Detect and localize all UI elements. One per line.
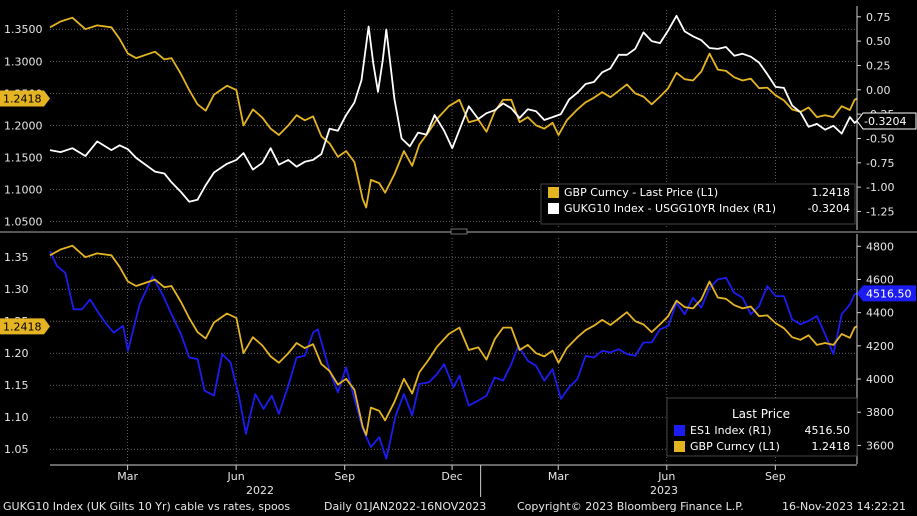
- series-line-right: [49, 14, 858, 203]
- series-line-right: [49, 250, 858, 460]
- last-value-badge-left: [0, 318, 50, 335]
- y-right-tick-label: 4600: [866, 273, 894, 286]
- legend-value: 4516.50: [805, 424, 851, 437]
- legend-swatch: [674, 441, 685, 452]
- y-right-tick-label: 4400: [866, 307, 894, 320]
- x-tick-label: Mar: [117, 470, 138, 483]
- legend-box: [540, 183, 856, 225]
- footer-date-range: Daily 01JAN2022-16NOV2023: [324, 500, 487, 513]
- legend-swatch: [548, 203, 559, 214]
- y-right-tick-label: 0.50: [866, 35, 891, 48]
- series-line-left: [49, 244, 858, 436]
- footer-timestamp: 16-Nov-2023 14:22:21: [782, 500, 907, 513]
- x-tick-label: Jun: [227, 470, 245, 483]
- x-tick-label: Mar: [548, 470, 569, 483]
- y-left-tick-label: 1.30: [4, 283, 29, 296]
- y-left-tick-label: 1.1500: [4, 151, 43, 164]
- x-year-label: 2022: [246, 484, 274, 497]
- y-right-tick-label: 4000: [866, 373, 894, 386]
- y-left-tick-label: 1.2000: [4, 119, 43, 132]
- legend-value: 1.2418: [812, 186, 851, 199]
- y-left-tick-label: 1.05: [4, 443, 29, 456]
- x-year-label: 2023: [650, 484, 678, 497]
- last-value-left: 1.2418: [3, 320, 42, 333]
- y-right-tick-label: 4200: [866, 340, 894, 353]
- legend-box: [666, 397, 858, 457]
- y-right-tick-label: 0.25: [866, 59, 891, 72]
- y-right-tick-label: -0.50: [866, 132, 894, 145]
- y-left-tick-label: 1.15: [4, 379, 29, 392]
- y-right-tick-label: 0.00: [866, 84, 891, 97]
- y-left-tick-label: 1.3500: [4, 23, 43, 36]
- series-layer: [49, 14, 858, 460]
- legend-layer: GBP Curncy - Last Price (L1) 1.2418 GUKG10…: [540, 183, 858, 457]
- y-right-tick-label: -1.25: [866, 205, 894, 218]
- legend-swatch: [674, 425, 685, 436]
- footer-description: GUKG10 Index (UK Gilts 10 Yr) cable vs r…: [3, 500, 291, 513]
- x-tick-label: Jun: [657, 470, 675, 483]
- y-left-tick-label: 1.35: [4, 251, 29, 264]
- y-left-tick-label: 1.10: [4, 411, 29, 424]
- y-right-tick-label: -0.75: [866, 157, 894, 170]
- y-right-tick-label: 0.75: [866, 11, 891, 24]
- legend-label: GUKG10 Index - USGG10YR Index (R1): [564, 202, 776, 215]
- legend-swatch: [548, 187, 559, 198]
- y-right-tick-label: 3600: [866, 439, 894, 452]
- legend-value: 1.2418: [812, 440, 851, 453]
- y-left-tick-label: 1.20: [4, 347, 29, 360]
- y-right-tick-label: 3800: [866, 406, 894, 419]
- last-value-badge-right: [857, 285, 916, 302]
- x-tick-label: Sep: [765, 470, 786, 483]
- legend-label: GBP Curncy - Last Price (L1): [564, 186, 718, 199]
- last-value-right: 4516.50: [866, 287, 912, 300]
- legend-label: GBP Curncy (L1): [690, 440, 780, 453]
- y-left-tick-label: 1.3000: [4, 55, 43, 68]
- footer-copyright: Copyright© 2023 Bloomberg Finance L.P.: [517, 500, 744, 513]
- y-right-tick-label: -1.00: [866, 181, 894, 194]
- legend-label: ES1 Index (R1): [690, 424, 771, 437]
- last-value-badge-right: [856, 112, 917, 130]
- last-value-left: 1.2418: [3, 92, 42, 105]
- y-left-tick-label: 1.1000: [4, 184, 43, 197]
- legend-value: -0.3204: [808, 202, 850, 215]
- footer-bar: GUKG10 Index (UK Gilts 10 Yr) cable vs r…: [0, 497, 917, 516]
- last-value-badge-left: [0, 90, 50, 107]
- panel-divider-handle: [450, 228, 468, 235]
- legend-title: Last Price: [732, 407, 790, 421]
- last-value-right: -0.3204: [864, 115, 906, 128]
- y-left-tick-label: 1.0500: [4, 216, 43, 229]
- x-tick-label: Dec: [441, 470, 462, 483]
- y-right-tick-label: 4800: [866, 240, 894, 253]
- x-tick-label: Sep: [334, 470, 355, 483]
